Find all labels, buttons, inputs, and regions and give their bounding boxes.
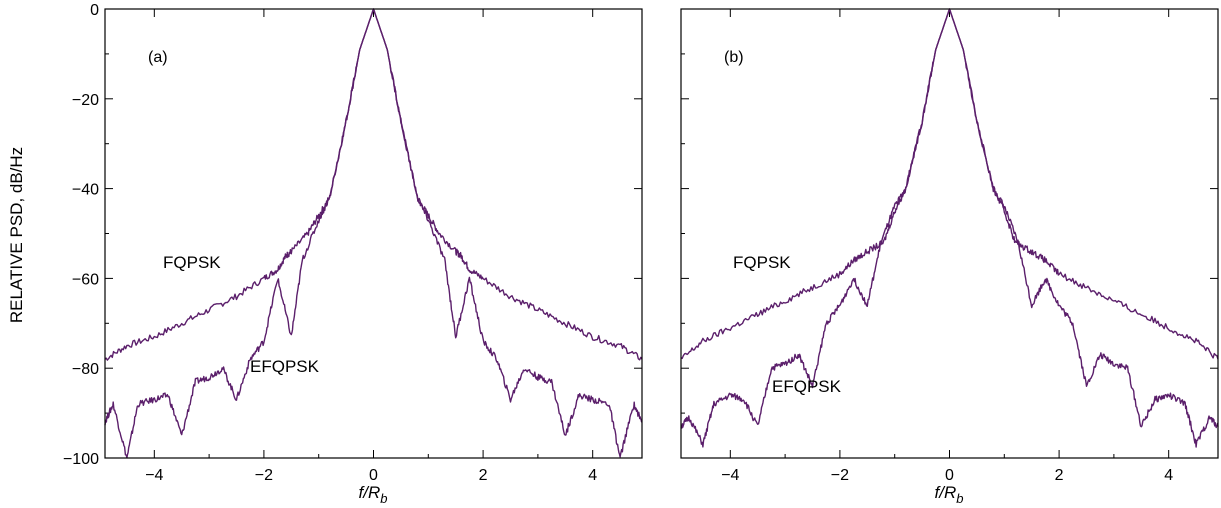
panel-a-x-tick-label: 0 xyxy=(369,467,378,484)
panel-b-efqpsk-label: EFQPSK xyxy=(772,377,842,396)
panel-a-efqpsk-label: EFQPSK xyxy=(250,357,320,376)
panel-a-frame xyxy=(104,8,643,459)
panel-a-y-tick-label: −40 xyxy=(72,182,99,199)
panel-a-y-tick-label: −80 xyxy=(72,361,99,378)
panel-b-x-tick-label: −2 xyxy=(831,467,849,484)
panel-b-x-tick-label: −4 xyxy=(721,467,739,484)
panel-a-x-tick-label: 4 xyxy=(588,467,597,484)
panel-a-x-axis-label-sub: b xyxy=(380,491,387,506)
chart-panel-b: −4 −2 0 2 4 (b) FQPSK EFQPSK f/Rb xyxy=(680,8,1219,506)
panel-a-x-tick-label: 2 xyxy=(479,467,488,484)
panel-b-x-tick-label: 4 xyxy=(1164,467,1173,484)
panel-b-x-tick-label: 0 xyxy=(945,467,954,484)
panel-b-x-axis-label-sub: b xyxy=(956,491,963,506)
panel-a-x-axis-label-main: f/R xyxy=(359,483,381,502)
panel-a-fqpsk-label: FQPSK xyxy=(163,253,221,272)
panel-a-y-tick-label: 0 xyxy=(90,2,99,19)
panel-a-series-efqpsk xyxy=(104,8,643,459)
panel-b-fqpsk-label: FQPSK xyxy=(733,253,791,272)
panel-a-label: (a) xyxy=(148,49,168,66)
panel-a-x-tick-label: −4 xyxy=(145,467,163,484)
panel-b-curves xyxy=(680,8,1219,448)
panel-b-series-fqpsk xyxy=(680,8,1219,360)
panel-a-y-tick-label: −100 xyxy=(63,451,99,468)
panel-a-curves xyxy=(104,8,643,459)
chart-panel-a: −4 −2 0 2 40−20−40−60−80−100 (a) FQPSK EFQPS… xyxy=(63,2,643,506)
panel-a-x-axis-label: f/Rb xyxy=(359,483,388,506)
y-axis-label: RELATIVE PSD, dB/Hz xyxy=(7,147,26,323)
panel-b-x-axis-label: f/Rb xyxy=(935,483,964,506)
panel-b-frame xyxy=(680,8,1219,459)
panel-b-x-axis-label-main: f/R xyxy=(935,483,957,502)
panel-a-series-fqpsk xyxy=(104,8,643,361)
panel-b-x-tick-label: 2 xyxy=(1055,467,1064,484)
panel-a-y-tick-label: −20 xyxy=(72,92,99,109)
panel-a-axes: −4 −2 0 2 40−20−40−60−80−100 xyxy=(63,2,642,484)
panel-a-x-tick-label: −2 xyxy=(255,467,273,484)
panel-b-label: (b) xyxy=(724,49,744,66)
panel-b-series-efqpsk xyxy=(680,8,1219,448)
panel-a-y-tick-label: −60 xyxy=(72,271,99,288)
